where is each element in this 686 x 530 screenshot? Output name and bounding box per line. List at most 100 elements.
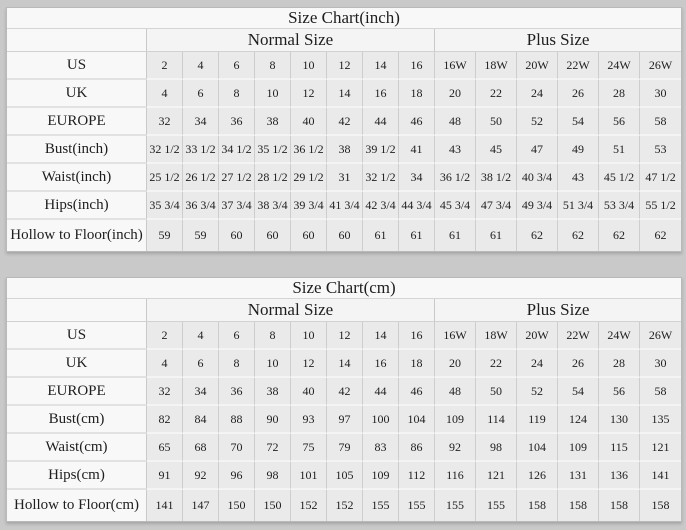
row-label: EUROPE [7, 378, 147, 406]
size-cell: 53 [640, 136, 682, 164]
size-cell: 6 [183, 350, 219, 378]
size-cell: 92 [435, 434, 476, 462]
size-cell: 147 [183, 490, 219, 521]
size-cell: 10 [255, 350, 291, 378]
size-cell: 10 [255, 80, 291, 108]
size-cell: 25 1/2 [147, 164, 183, 192]
table-row: Hips(inch) 35 3/4 36 3/4 37 3/4 38 3/4 39 3/4… [7, 192, 682, 220]
row-label: Hollow to Floor(cm) [7, 490, 147, 521]
size-cell: 135 [640, 406, 682, 434]
size-cell: 116 [435, 462, 476, 490]
size-cell: 35 1/2 [255, 136, 291, 164]
size-cell: 4 [147, 350, 183, 378]
size-cell: 104 [399, 406, 435, 434]
size-cell: 84 [183, 406, 219, 434]
size-cell: 22W [558, 52, 599, 80]
size-cell: 51 3/4 [558, 192, 599, 220]
size-cell: 126 [517, 462, 558, 490]
size-cell: 105 [327, 462, 363, 490]
size-cell: 44 [363, 378, 399, 406]
size-cell: 30 [640, 80, 682, 108]
size-cell: 62 [558, 220, 599, 251]
table-row: Hips(cm) 91 92 96 98 101 105 109 112 116 121 126 131… [7, 462, 682, 490]
size-cell: 6 [219, 322, 255, 350]
size-cell: 2 [147, 322, 183, 350]
size-cell: 61 [399, 220, 435, 251]
size-cell: 26 [558, 350, 599, 378]
size-cell: 18W [476, 322, 517, 350]
size-cell: 14 [363, 52, 399, 80]
size-cell: 41 3/4 [327, 192, 363, 220]
size-cell: 158 [599, 490, 640, 521]
size-cell: 26W [640, 52, 682, 80]
size-cell: 39 3/4 [291, 192, 327, 220]
size-cell: 34 [183, 108, 219, 136]
size-cell: 152 [327, 490, 363, 521]
size-cell: 28 1/2 [255, 164, 291, 192]
size-cell: 60 [327, 220, 363, 251]
size-cell: 18 [399, 350, 435, 378]
row-label: Hollow to Floor(inch) [7, 220, 147, 251]
size-cell: 33 1/2 [183, 136, 219, 164]
table-row: UK 4 6 8 10 12 14 16 18 20 22 24 26 28 30 [7, 350, 682, 378]
size-cell: 29 1/2 [291, 164, 327, 192]
size-cell: 20W [517, 322, 558, 350]
size-cell: 16 [363, 80, 399, 108]
size-cell: 47 3/4 [476, 192, 517, 220]
size-cell: 101 [291, 462, 327, 490]
size-cell: 38 1/2 [476, 164, 517, 192]
size-cell: 121 [640, 434, 682, 462]
size-cell: 24 [517, 80, 558, 108]
size-cell: 97 [327, 406, 363, 434]
size-cell: 50 [476, 108, 517, 136]
size-cell: 34 [399, 164, 435, 192]
size-cell: 150 [219, 490, 255, 521]
size-cell: 16 [399, 52, 435, 80]
row-label: US [7, 322, 147, 350]
size-cell: 83 [363, 434, 399, 462]
table-title: Size Chart(cm) [7, 278, 682, 299]
size-cell: 32 1/2 [363, 164, 399, 192]
size-cell: 34 1/2 [219, 136, 255, 164]
size-cell: 86 [399, 434, 435, 462]
size-cell: 43 [558, 164, 599, 192]
size-cell: 24W [599, 322, 640, 350]
size-cell: 91 [147, 462, 183, 490]
size-cell: 62 [640, 220, 682, 251]
size-cell: 155 [435, 490, 476, 521]
size-cell: 112 [399, 462, 435, 490]
size-cell: 155 [399, 490, 435, 521]
size-cell: 26 [558, 80, 599, 108]
size-cell: 49 3/4 [517, 192, 558, 220]
size-cell: 44 3/4 [399, 192, 435, 220]
size-cell: 30 [640, 350, 682, 378]
size-cell: 45 3/4 [435, 192, 476, 220]
table-row: Bust(cm) 82 84 88 90 93 97 100 104 109 114 119 124 13… [7, 406, 682, 434]
size-cell: 158 [517, 490, 558, 521]
size-cell: 10 [291, 52, 327, 80]
size-cell: 16 [363, 350, 399, 378]
size-cell: 36 [219, 108, 255, 136]
size-cell: 14 [327, 350, 363, 378]
size-cell: 20W [517, 52, 558, 80]
size-cell: 26 1/2 [183, 164, 219, 192]
size-cell: 42 3/4 [363, 192, 399, 220]
size-cell: 28 [599, 350, 640, 378]
table-row: Bust(inch) 32 1/2 33 1/2 34 1/2 35 1/2 36 1/2… [7, 136, 682, 164]
size-cell: 155 [363, 490, 399, 521]
size-cell: 38 3/4 [255, 192, 291, 220]
size-cell: 28 [599, 80, 640, 108]
corner-cell [7, 299, 147, 322]
size-cell: 60 [219, 220, 255, 251]
size-cell: 12 [291, 80, 327, 108]
size-cell: 109 [435, 406, 476, 434]
table-row: EUROPE 32 34 36 38 40 42 44 46 48 50 52 54 56 58 [7, 378, 682, 406]
size-cell: 40 3/4 [517, 164, 558, 192]
size-cell: 48 [435, 378, 476, 406]
group-header-normal-size: Normal Size [147, 29, 435, 52]
size-cell: 70 [219, 434, 255, 462]
row-label: EUROPE [7, 108, 147, 136]
size-cell: 16 [399, 322, 435, 350]
size-cell: 50 [476, 378, 517, 406]
group-header-plus-size: Plus Size [435, 29, 682, 52]
